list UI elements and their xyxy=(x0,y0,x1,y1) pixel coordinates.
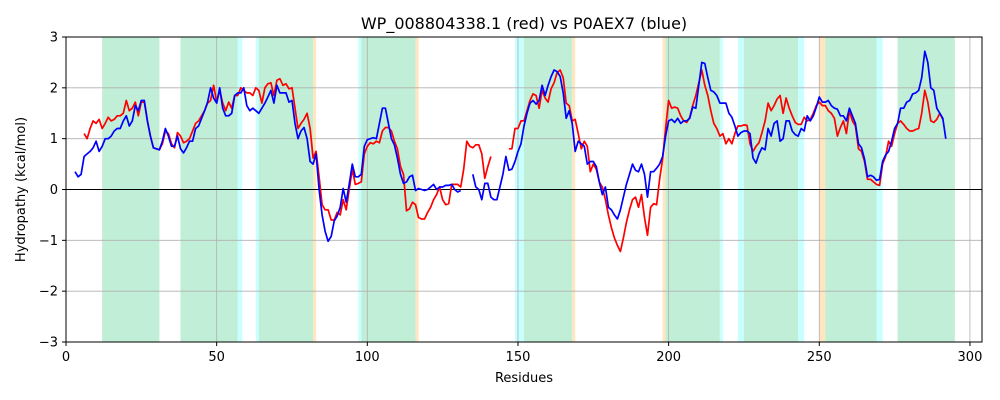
x-tick-label: 100 xyxy=(355,350,380,365)
y-tick-label: 3 xyxy=(50,31,58,46)
x-tick-label: 250 xyxy=(807,350,832,365)
y-tick-label: 2 xyxy=(50,81,58,96)
y-tick-label: −1 xyxy=(39,234,58,249)
y-tick-label: 0 xyxy=(50,183,58,198)
red-series-line xyxy=(508,69,944,253)
chart-title: WP_008804338.1 (red) vs P0AEX7 (blue) xyxy=(361,14,687,34)
x-tick-label: 0 xyxy=(62,350,70,365)
x-axis-label: Residues xyxy=(495,371,553,386)
x-tick-label: 150 xyxy=(506,350,531,365)
x-tick-label: 200 xyxy=(656,350,681,365)
x-tick-label: 300 xyxy=(958,350,983,365)
y-tick-label: −2 xyxy=(39,285,58,300)
y-tick-label: −3 xyxy=(39,336,58,351)
y-tick-label: 1 xyxy=(50,132,58,147)
blue-series-line xyxy=(74,84,462,243)
y-axis-label: Hydropathy (kcal/mol) xyxy=(14,117,29,262)
x-tick-label: 50 xyxy=(208,350,225,365)
blue-series-line xyxy=(471,50,947,220)
series-layer xyxy=(74,50,947,253)
tick-layer: 0 50 100 150 200 250 300 −3 −2 −1 0 1 2 3 xyxy=(39,31,983,366)
